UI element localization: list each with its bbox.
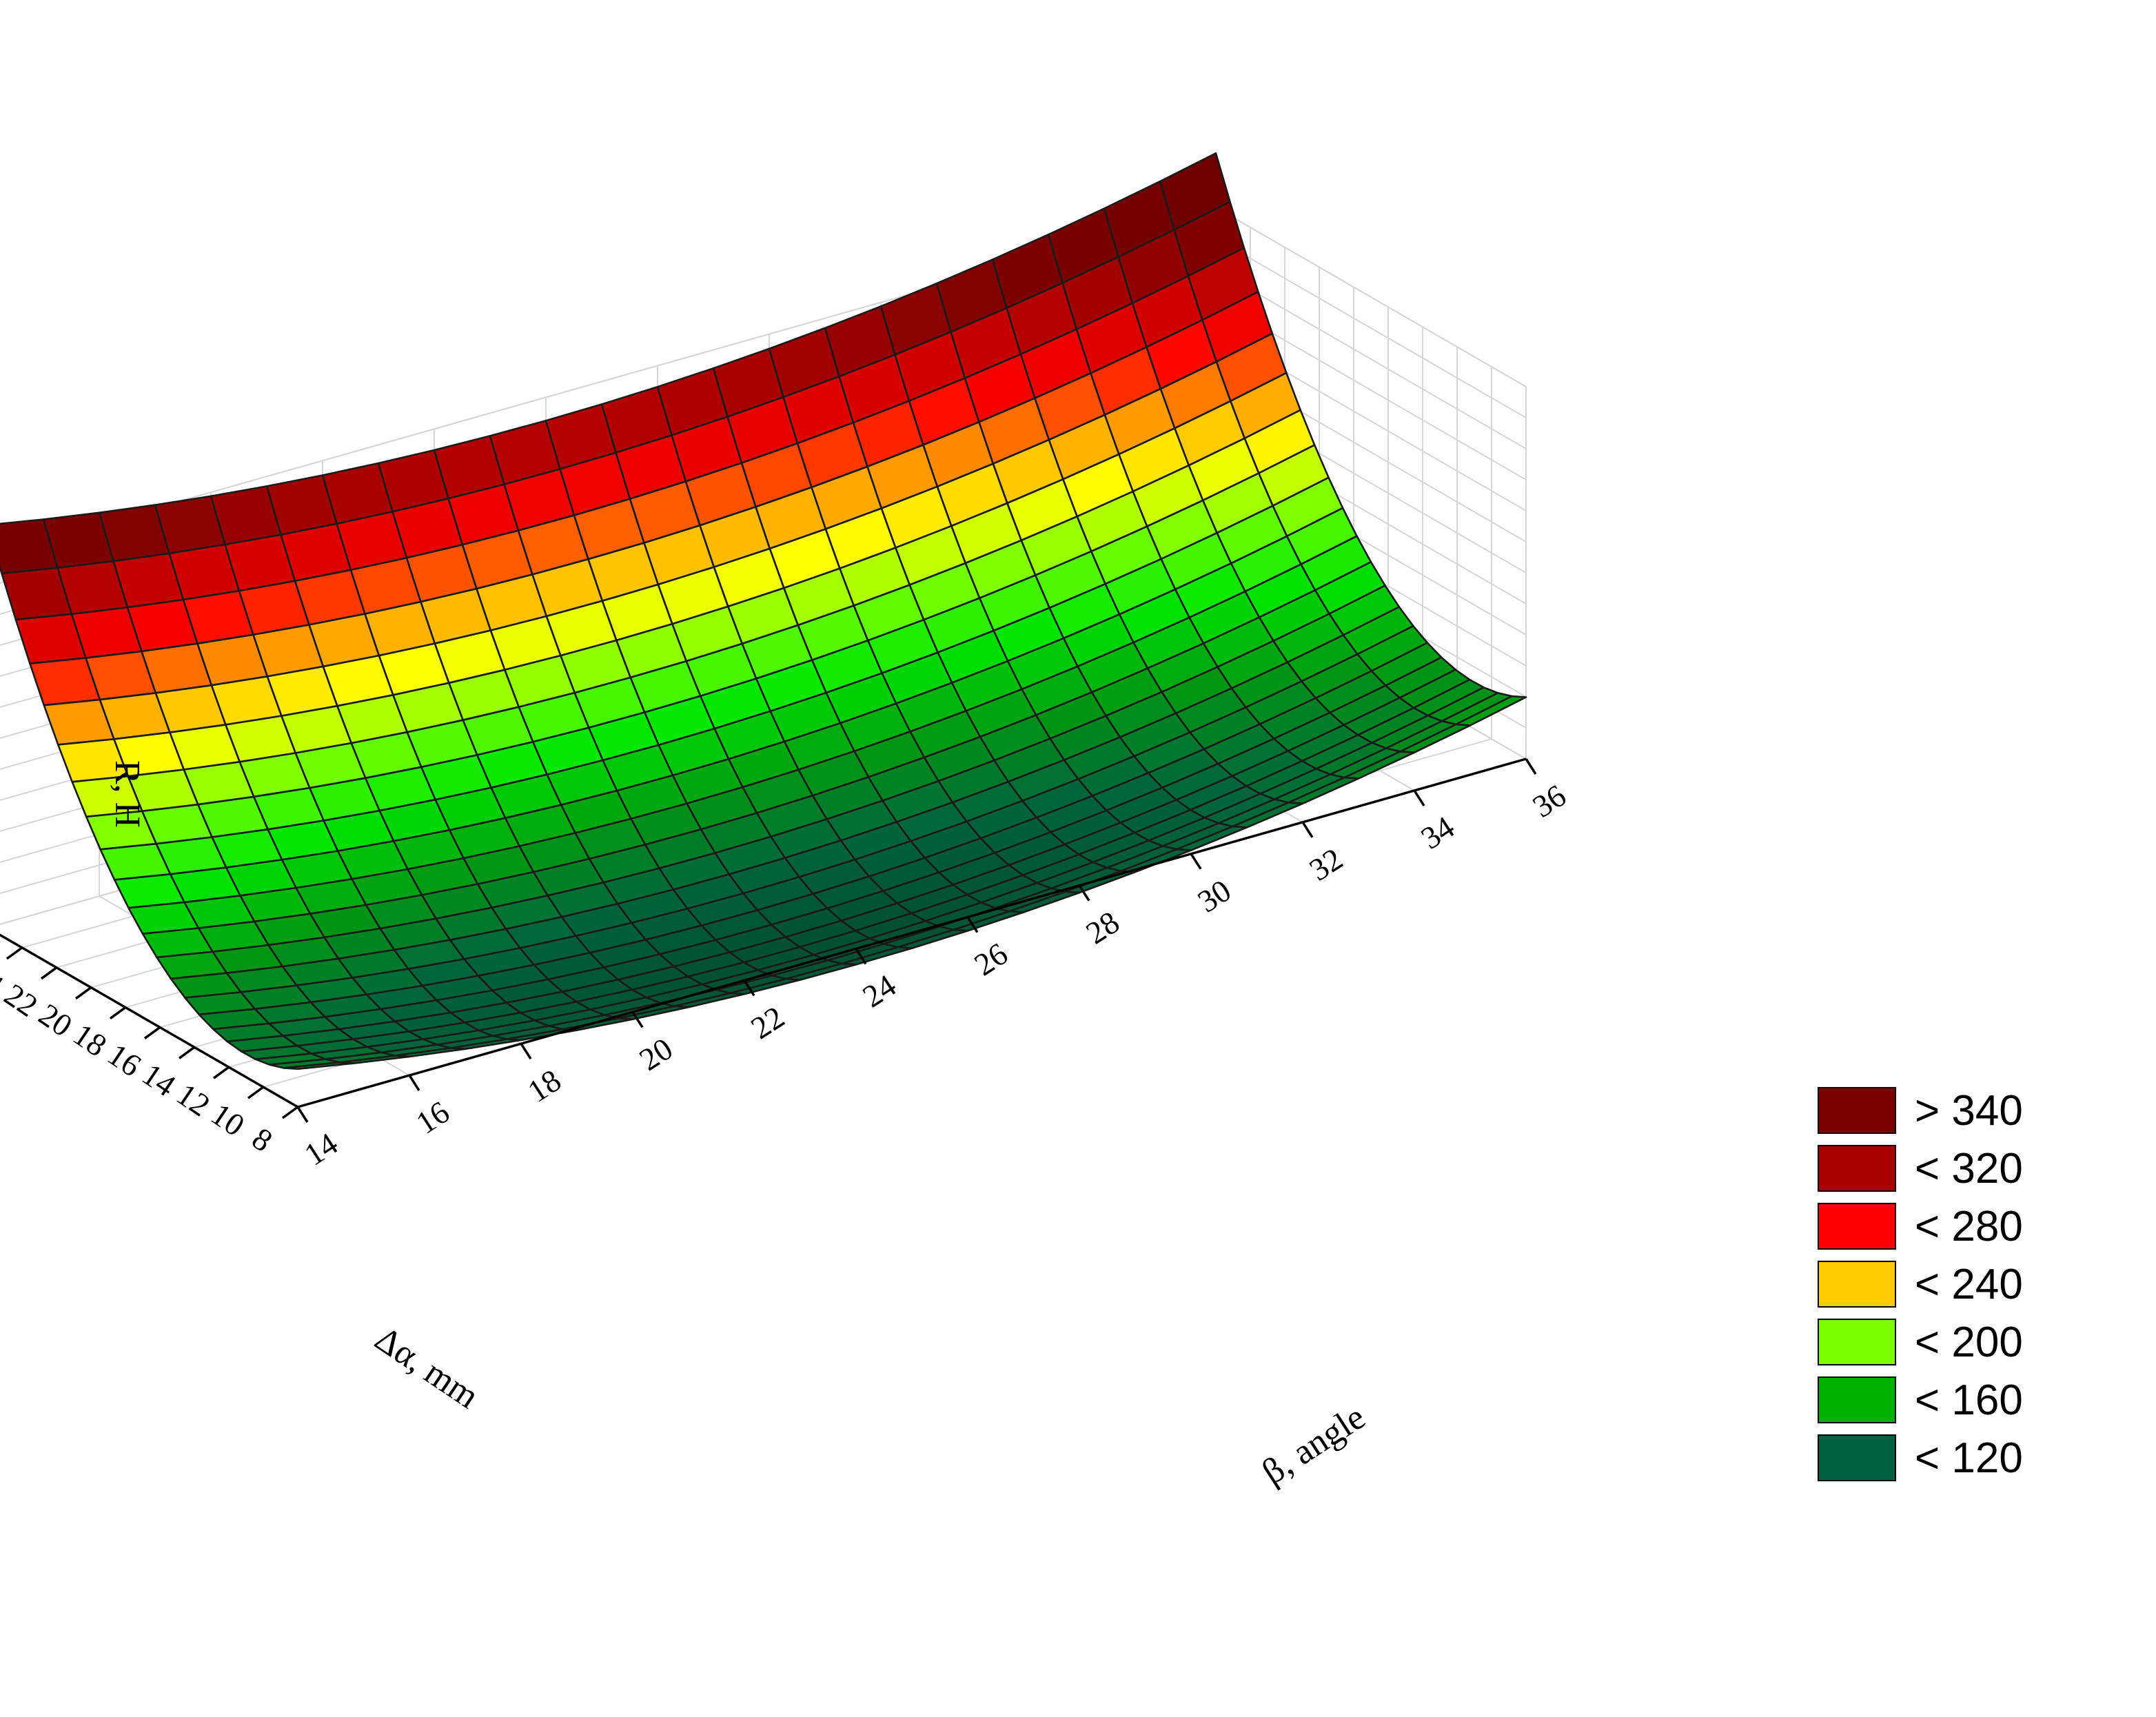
x-tick-label: 22 (744, 999, 790, 1046)
legend-swatch (1818, 1376, 1896, 1423)
x-tick (1078, 884, 1090, 902)
y-tick-label: 14 (136, 1056, 182, 1103)
x-axis-line (297, 758, 1527, 1108)
x-tick-label: 28 (1079, 904, 1125, 951)
legend-label: < 240 (1915, 1261, 2023, 1308)
legend-swatch (1818, 1203, 1896, 1250)
x-tick-label: 30 (1191, 873, 1237, 920)
x-tick (408, 1075, 420, 1092)
x-tick (1525, 758, 1537, 775)
legend-label: < 120 (1915, 1434, 2023, 1482)
legend: > 340 < 320 < 280 < 240 < 200 < 160 < 120 (1818, 1087, 2023, 1482)
x-axis-title: β, angle (1255, 1397, 1372, 1492)
y-tick-label: 22 (0, 977, 44, 1024)
y-tick (247, 1086, 265, 1099)
y-tick (178, 1046, 196, 1059)
y-tick (6, 946, 23, 960)
legend-label: < 280 (1915, 1203, 2023, 1250)
y-tick (281, 1106, 299, 1119)
surface-cell (283, 1061, 355, 1070)
x-tick (743, 979, 755, 997)
x-tick-label: 20 (633, 1030, 678, 1077)
x-tick-label: 36 (1526, 778, 1572, 824)
x-tick-label: 26 (968, 936, 1013, 983)
x-tick (631, 1011, 644, 1028)
legend-label: < 200 (1915, 1319, 2023, 1366)
z-axis-title: R, H (108, 760, 147, 828)
x-tick (966, 916, 979, 933)
legend-swatch (1818, 1319, 1896, 1365)
x-tick (1190, 853, 1202, 870)
legend-swatch (1818, 1261, 1896, 1308)
x-tick-label: 32 (1303, 841, 1348, 888)
x-tick-label: 14 (298, 1126, 343, 1172)
y-tick-label: 8 (246, 1121, 279, 1159)
legend-label: < 320 (1915, 1145, 2023, 1192)
x-tick (1301, 821, 1314, 838)
legend-label: < 160 (1915, 1376, 2023, 1424)
x-tick (296, 1106, 309, 1123)
y-tick-label: 12 (170, 1076, 216, 1123)
legend-label: > 340 (1915, 1087, 2023, 1135)
y-tick (74, 986, 92, 1000)
y-axis-line (0, 933, 298, 1108)
y-tick (109, 1006, 127, 1019)
legend-swatch (1818, 1145, 1896, 1192)
x-tick (1413, 789, 1425, 806)
x-tick-label: 18 (521, 1062, 567, 1109)
response-surface (0, 152, 1527, 1070)
x-tick (520, 1043, 532, 1060)
x-tick-label: 24 (856, 968, 902, 1015)
legend-swatch (1818, 1434, 1896, 1481)
x-tick (855, 948, 867, 965)
legend-swatch (1818, 1087, 1896, 1134)
y-tick-label: 16 (101, 1037, 148, 1084)
y-axis-title: Δα, mm (368, 1319, 486, 1416)
y-tick (143, 1026, 161, 1039)
x-tick-label: 16 (409, 1094, 455, 1141)
y-tick-label: 20 (32, 997, 79, 1044)
y-tick (212, 1066, 230, 1079)
x-tick-label: 34 (1414, 809, 1460, 856)
y-tick (40, 966, 58, 980)
y-tick-label: 18 (67, 1017, 113, 1064)
y-tick-label: 10 (205, 1096, 251, 1143)
